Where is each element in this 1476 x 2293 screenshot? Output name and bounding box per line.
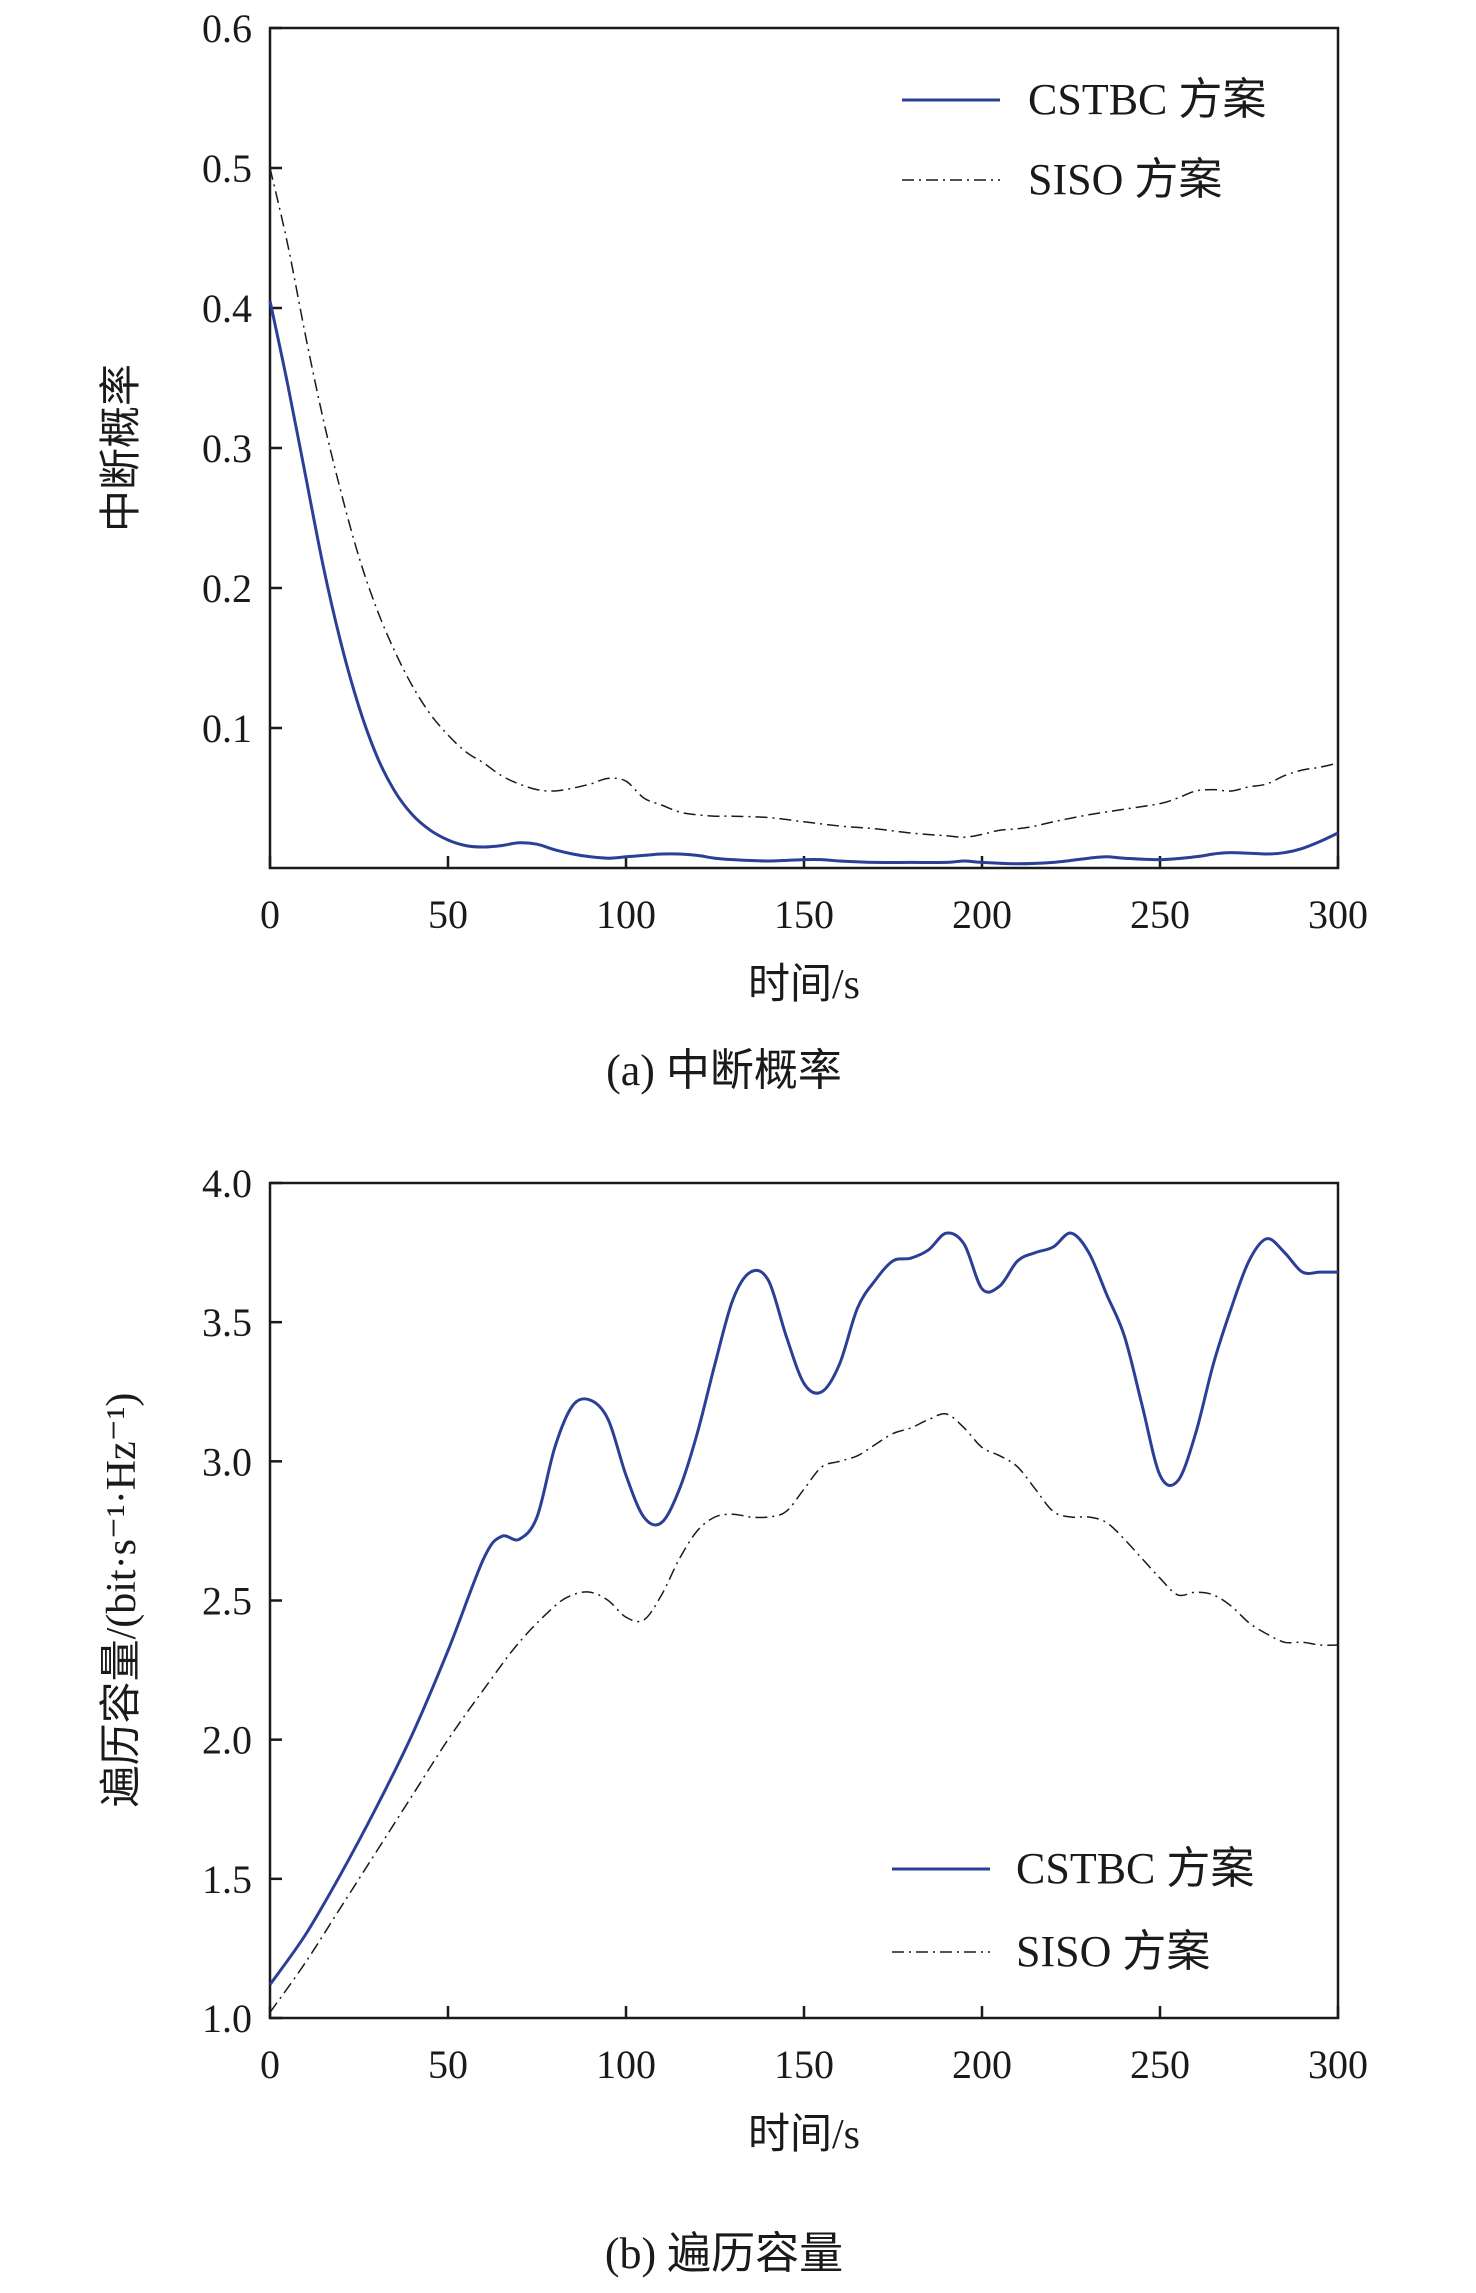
y-tick-label: 4.0 bbox=[202, 1161, 252, 1206]
panel-a-ticks: 0 50 100 150 200 250 300 0.1 0.2 0.3 0.4 0.5 0.6 bbox=[202, 6, 1368, 937]
panel-b-y-axis-title: 遍历容量/(bit·s⁻¹·Hz⁻¹) bbox=[98, 1393, 145, 1808]
series-line-cstbc bbox=[268, 300, 1339, 866]
panel-a-series bbox=[268, 167, 1339, 866]
x-tick-label: 50 bbox=[428, 892, 468, 937]
series-line-cstbc bbox=[268, 1231, 1338, 1986]
panel-a-y-axis-title: 中断概率 bbox=[98, 364, 145, 532]
panel-a-outage-probability: 0 50 100 150 200 250 300 0.1 0.2 0.3 0.4 0.5 0.6 CST… bbox=[98, 6, 1368, 1095]
x-tick-label: 200 bbox=[952, 892, 1012, 937]
legend-label-cstbc: CSTBC 方案 bbox=[1016, 1844, 1254, 1893]
panel-a-caption: (a) 中断概率 bbox=[606, 1046, 842, 1095]
panel-b-ticks: 0 50 100 150 200 250 300 1.0 1.5 2.0 2.5 3.0 3.5 4.0 bbox=[202, 1161, 1368, 2087]
y-tick-label: 1.0 bbox=[202, 1996, 252, 2041]
y-tick-label: 0.1 bbox=[202, 706, 252, 751]
x-tick-label: 300 bbox=[1308, 892, 1368, 937]
x-tick-label: 0 bbox=[260, 892, 280, 937]
x-tick-label: 150 bbox=[774, 892, 834, 937]
y-tick-label: 0.4 bbox=[202, 286, 252, 331]
x-tick-label: 150 bbox=[774, 2042, 834, 2087]
y-tick-label: 0.6 bbox=[202, 6, 252, 51]
legend-label-siso: SISO 方案 bbox=[1028, 155, 1222, 204]
panel-a-legend: CSTBC 方案 SISO 方案 bbox=[902, 75, 1266, 204]
y-tick-label: 0.2 bbox=[202, 566, 252, 611]
x-tick-label: 200 bbox=[952, 2042, 1012, 2087]
y-tick-label: 0.5 bbox=[202, 146, 252, 191]
x-tick-label: 0 bbox=[260, 2042, 280, 2087]
x-tick-label: 300 bbox=[1308, 2042, 1368, 2087]
legend-label-cstbc: CSTBC 方案 bbox=[1028, 75, 1266, 124]
y-tick-label: 0.3 bbox=[202, 426, 252, 471]
y-tick-label: 3.0 bbox=[202, 1439, 252, 1484]
panel-a-plot-frame bbox=[268, 26, 1340, 870]
panel-b-series bbox=[268, 1231, 1339, 2013]
x-tick-label: 100 bbox=[596, 2042, 656, 2087]
x-tick-label: 250 bbox=[1130, 2042, 1190, 2087]
legend-label-siso: SISO 方案 bbox=[1016, 1927, 1210, 1976]
y-tick-label: 2.0 bbox=[202, 1718, 252, 1763]
panel-b-caption: (b) 遍历容量 bbox=[605, 2229, 843, 2278]
series-line-siso bbox=[269, 167, 1339, 838]
panel-b-x-axis-title: 时间/s bbox=[748, 2112, 860, 2158]
y-tick-label: 3.5 bbox=[202, 1300, 252, 1345]
y-tick-label: 2.5 bbox=[202, 1579, 252, 1624]
panel-b-legend: CSTBC 方案 SISO 方案 bbox=[892, 1844, 1254, 1976]
panel-a-x-axis-title: 时间/s bbox=[748, 962, 860, 1008]
x-tick-label: 100 bbox=[596, 892, 656, 937]
x-tick-label: 250 bbox=[1130, 892, 1190, 937]
series-line-siso bbox=[269, 1412, 1339, 2013]
panel-b-ergodic-capacity: 0 50 100 150 200 250 3001.01.52.02.53.03.54.0 … bbox=[98, 1161, 1368, 2278]
x-tick-label: 50 bbox=[428, 2042, 468, 2087]
y-tick-label: 1.5 bbox=[202, 1857, 252, 1902]
